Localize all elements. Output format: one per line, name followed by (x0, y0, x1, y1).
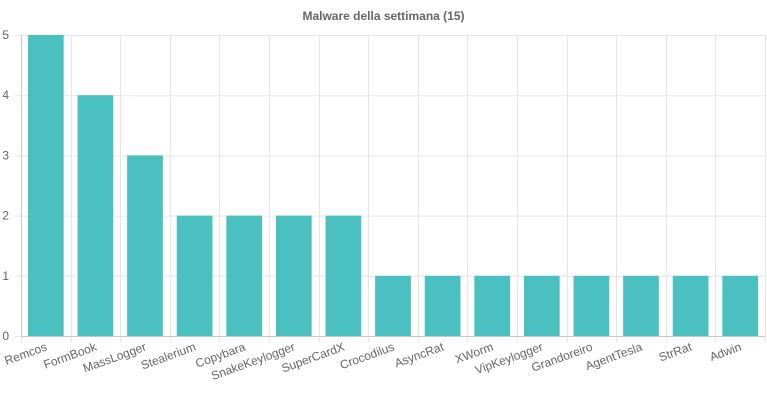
bar-masslogger (127, 155, 163, 336)
chart-title: Malware della settimana (15) (302, 9, 464, 23)
bar-adwin (722, 275, 759, 336)
x-tick-label: Stealerium (139, 340, 198, 373)
bar-strrat (672, 275, 709, 336)
x-tick-label: Crocodilus (338, 340, 396, 373)
bar-xworm (474, 275, 511, 336)
y-tick-label: 3 (2, 148, 9, 162)
x-tick-labels: RemcosFormBookMassLoggerStealeriumCopyba… (3, 339, 744, 383)
y-tick-label: 4 (2, 88, 9, 102)
y-tick-labels: 0 1 2 3 4 5 (2, 28, 9, 343)
bar-snakekeylogger (275, 215, 312, 336)
x-tick-label: AsyncRat (393, 339, 447, 370)
bar-asyncrat (424, 275, 461, 336)
bar-remcos (27, 35, 64, 336)
y-tick-label: 0 (2, 329, 9, 343)
bars (27, 35, 759, 336)
bar-stealerium (176, 215, 213, 336)
grid-lines (15, 35, 766, 342)
x-tick-label: StrRat (657, 339, 694, 364)
x-tick-label: Adwin (708, 340, 744, 364)
x-tick-label: Remcos (3, 340, 49, 368)
axes (21, 35, 765, 337)
x-tick-label: AgentTesla (583, 340, 644, 374)
bar-supercardx (325, 215, 362, 336)
bar-crocodilus (375, 275, 411, 336)
y-tick-label: 2 (2, 209, 9, 223)
bar-copybara (226, 215, 263, 336)
y-tick-label: 5 (2, 28, 9, 42)
bar-formbook (77, 95, 114, 336)
bar-agenttesla (623, 275, 659, 336)
bar-vipkeylogger (523, 275, 560, 336)
y-tick-label: 1 (2, 269, 9, 283)
bar-grandoreiro (573, 275, 610, 336)
